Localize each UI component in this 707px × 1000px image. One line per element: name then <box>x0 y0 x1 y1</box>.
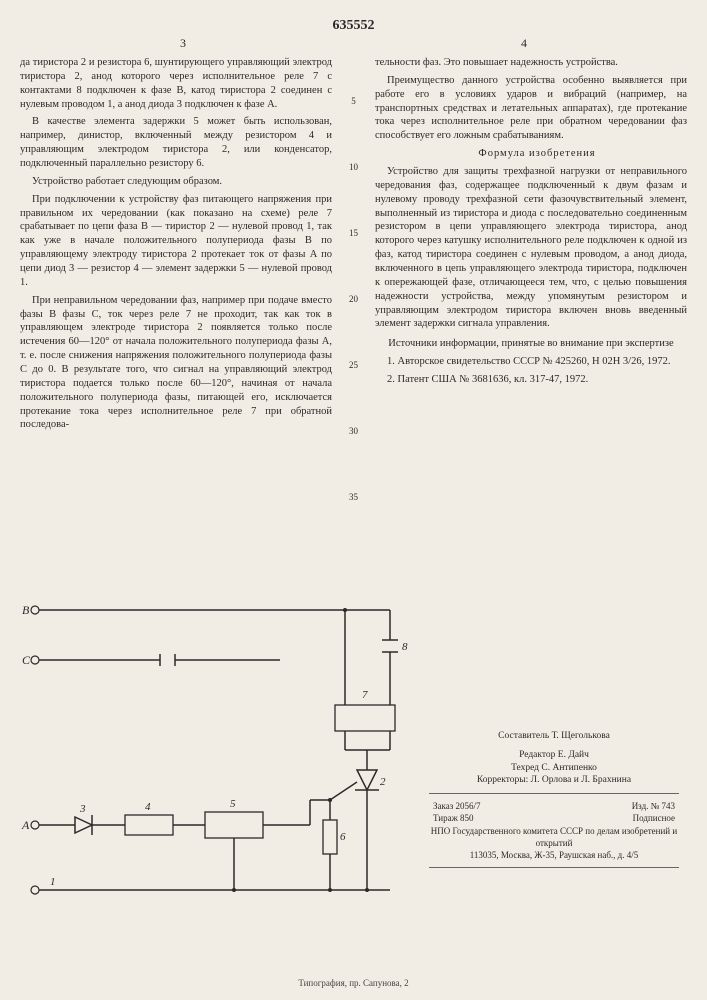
credits-tech: Техред С. Антипенко <box>429 762 679 775</box>
term-C: C <box>22 653 31 667</box>
credits-izd: Изд. № 743 <box>632 800 675 812</box>
left-p2: В качестве элемента задержки 5 может быт… <box>20 115 332 170</box>
node-5: 5 <box>230 798 236 810</box>
right-p2: Преимущество данного устройства особенно… <box>375 74 687 143</box>
line-numbers: 5 10 15 20 25 30 35 <box>346 56 361 502</box>
circuit-diagram: B 8 C 7 <box>20 590 420 920</box>
ln-35: 35 <box>346 492 361 502</box>
source-1: 1. Авторское свидетельство СССР № 425260… <box>375 355 687 369</box>
ln-25: 25 <box>346 360 361 370</box>
credits-corr: Корректоры: Л. Орлова и Л. Брахнина <box>429 774 679 787</box>
sources-title: Источники информации, принятые во вниман… <box>375 337 687 351</box>
left-p4: При подключении к устройству фаз питающе… <box>20 193 332 290</box>
footer: Типография, пр. Сапунова, 2 <box>0 978 707 988</box>
ln-10: 10 <box>346 162 361 172</box>
node-2: 2 <box>380 776 386 788</box>
ln-5: 5 <box>346 96 361 106</box>
credits-addr: 113035, Москва, Ж-35, Раушская наб., д. … <box>429 849 679 861</box>
credits-block: Составитель Т. Щеголькова Редактор Е. Да… <box>429 730 679 874</box>
left-p3: Устройство работает следующим образом. <box>20 175 332 189</box>
right-column: тельности фаз. Это повышает надежность у… <box>375 56 687 502</box>
credits-org: НПО Государственного комитета СССР по де… <box>429 825 679 849</box>
ln-20: 20 <box>346 294 361 304</box>
credits-order: Заказ 2056/7 <box>433 800 481 812</box>
node-3: 3 <box>79 803 86 815</box>
node-7: 7 <box>362 689 368 701</box>
ln-15: 15 <box>346 228 361 238</box>
node-6: 6 <box>340 831 346 843</box>
credits-compiler: Составитель Т. Щеголькова <box>429 730 679 743</box>
page-numbers: 3 4 <box>20 36 687 50</box>
page-num-left: 3 <box>180 36 186 51</box>
left-p5: При неправильном чередовании фаз, наприм… <box>20 294 332 433</box>
credits-sub: Подписное <box>633 812 675 824</box>
term-B: B <box>22 603 30 617</box>
term-A: A <box>21 818 30 832</box>
formula-body: Устройство для защиты трехфазной нагрузк… <box>375 165 687 331</box>
ln-30: 30 <box>346 426 361 436</box>
credits-tir: Тираж 850 <box>433 812 474 824</box>
formula-title: Формула изобретения <box>375 147 687 161</box>
source-2: 2. Патент США № 3681636, кл. 317-47, 197… <box>375 373 687 387</box>
left-column: да тиристора 2 и резистора 6, шунтирующе… <box>20 56 332 502</box>
left-p1: да тиристора 2 и резистора 6, шунтирующе… <box>20 56 332 111</box>
node-8: 8 <box>402 641 408 653</box>
doc-number: 635552 <box>20 18 687 34</box>
credits-editor: Редактор Е. Дайч <box>519 750 589 760</box>
node-4: 4 <box>145 801 151 813</box>
page-num-right: 4 <box>521 36 527 51</box>
node-1: 1 <box>50 876 56 888</box>
right-p1: тельности фаз. Это повышает надежность у… <box>375 56 687 70</box>
text-columns: да тиристора 2 и резистора 6, шунтирующе… <box>20 56 687 502</box>
